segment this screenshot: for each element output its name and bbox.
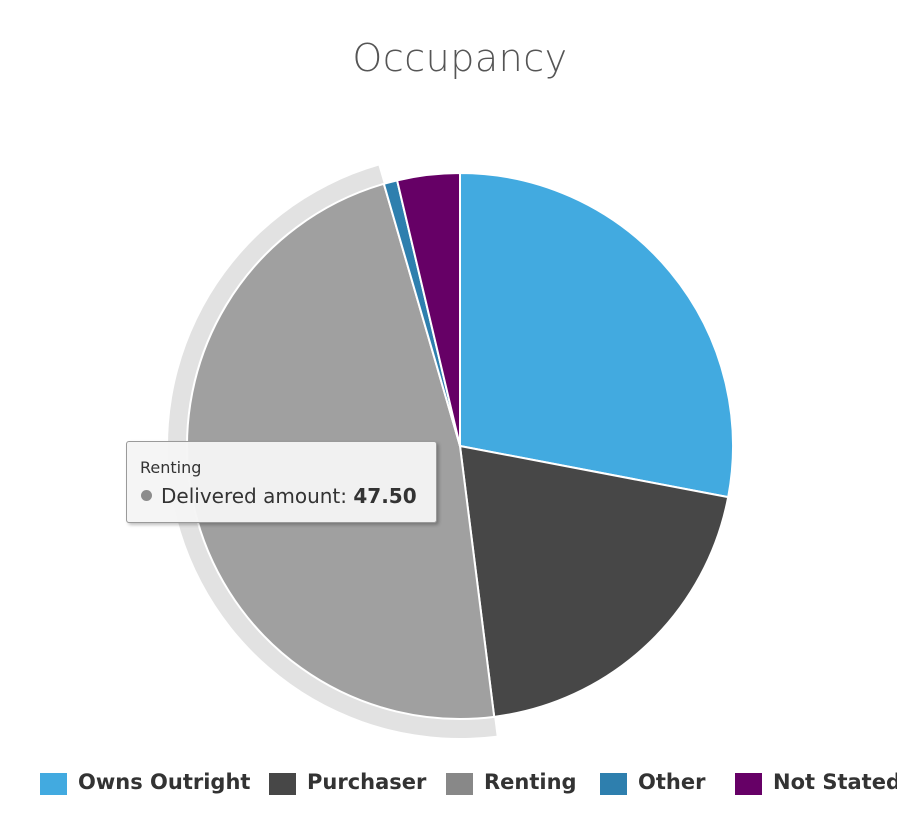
tooltip-marker-icon xyxy=(141,490,152,501)
legend-label: Owns Outright xyxy=(78,770,251,794)
legend-label: Purchaser xyxy=(307,770,427,794)
legend-swatch xyxy=(600,773,627,795)
legend-swatch xyxy=(446,773,473,795)
chart-title: Occupancy xyxy=(352,36,568,80)
pie-slice-not-stated[interactable] xyxy=(396,172,461,447)
legend-swatch xyxy=(735,773,762,795)
legend-label: Renting xyxy=(484,770,577,794)
legend-swatch xyxy=(40,773,67,795)
tooltip-category: Renting xyxy=(140,458,202,477)
tooltip-line: Delivered amount: 47.50 xyxy=(141,484,417,508)
tooltip-value: 47.50 xyxy=(353,484,417,508)
legend-label: Other xyxy=(638,770,706,794)
legend-swatch xyxy=(269,773,296,795)
pie-plot-area xyxy=(168,165,734,738)
pie-slice-owns-outright[interactable] xyxy=(459,172,734,499)
tooltip: Renting Delivered amount: 47.50 xyxy=(126,441,437,523)
tooltip-series-label: Delivered amount: xyxy=(161,484,348,508)
pie-slice-purchaser[interactable] xyxy=(459,445,730,718)
legend-label: Not Stated xyxy=(773,770,897,794)
legend: Owns Outright Purchaser Renting Other No… xyxy=(0,768,897,802)
